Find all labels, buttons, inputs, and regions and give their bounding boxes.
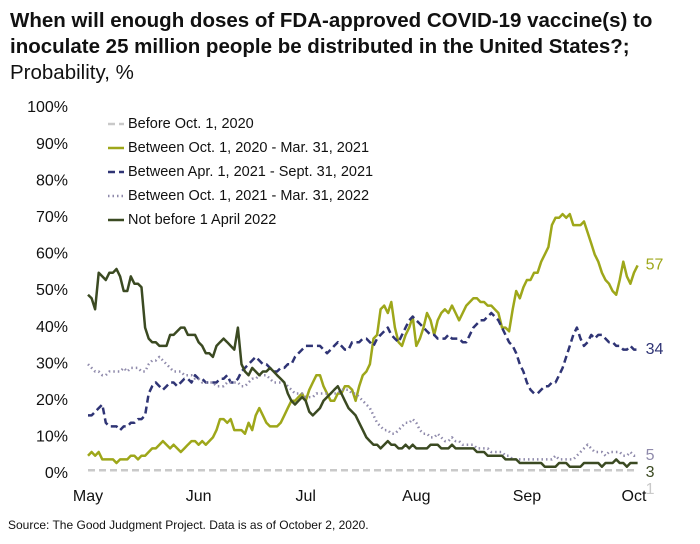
legend-label: Before Oct. 1, 2020 — [128, 116, 254, 132]
end-label: 34 — [646, 341, 664, 358]
end-label: 1 — [646, 481, 655, 498]
series-line — [87, 267, 638, 468]
series-line — [88, 311, 638, 432]
chart-subtitle: Probability, % — [10, 61, 134, 84]
series-line — [87, 355, 638, 461]
x-tick-label: Jul — [295, 488, 315, 505]
x-tick-label: Sep — [513, 488, 542, 505]
x-tick-label: May — [73, 488, 103, 505]
end-label: 3 — [646, 464, 655, 481]
y-tick-label: 60% — [36, 246, 68, 263]
legend-label: Between Oct. 1, 2021 - Mar. 31, 2022 — [128, 188, 369, 204]
x-tick-label: Jun — [186, 488, 212, 505]
legend-label: Not before 1 April 2022 — [128, 212, 276, 228]
series-line — [87, 212, 639, 465]
source: Source: The Good Judgment Project. Data … — [8, 518, 369, 532]
y-tick-label: 100% — [27, 99, 68, 116]
y-tick-label: 90% — [36, 136, 68, 153]
y-tick-label: 0% — [45, 465, 68, 482]
y-tick-label: 20% — [36, 392, 68, 409]
legend-label: Between Apr. 1, 2021 - Sept. 31, 2021 — [128, 164, 373, 180]
y-tick-label: 70% — [36, 209, 68, 226]
y-tick-label: 30% — [36, 355, 68, 372]
y-tick-label: 40% — [36, 319, 68, 336]
x-tick-label: Oct — [622, 488, 647, 505]
y-tick-label: 10% — [36, 429, 68, 446]
y-tick-label: 50% — [36, 282, 68, 299]
end-label: 57 — [646, 257, 664, 274]
chart-title: When will enough doses of FDA-approved C… — [10, 9, 653, 58]
legend-label: Between Oct. 1, 2020 - Mar. 31, 2021 — [128, 140, 369, 156]
end-label: 5 — [646, 447, 655, 464]
title-block: When will enough doses of FDA-approved C… — [10, 8, 680, 86]
y-tick-label: 80% — [36, 172, 68, 189]
chart: 0% 10% 20% 30% 40% 50% 60% 70% 80% 90% 100% May Jun J… — [27, 99, 664, 505]
x-tick-label: Aug — [402, 488, 430, 505]
